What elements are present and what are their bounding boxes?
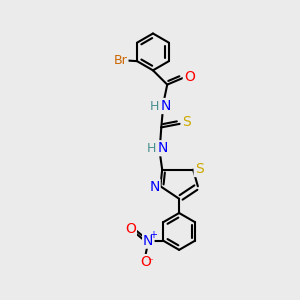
Text: +: +: [149, 230, 157, 240]
Text: N: N: [149, 180, 160, 194]
Text: O: O: [184, 70, 195, 84]
Text: ⁻: ⁻: [148, 257, 154, 267]
Text: N: N: [158, 141, 168, 155]
Text: S: S: [195, 162, 203, 176]
Text: N: N: [160, 99, 171, 113]
Text: N: N: [143, 234, 154, 248]
Text: H: H: [150, 100, 159, 112]
Text: O: O: [140, 255, 151, 269]
Text: H: H: [147, 142, 156, 155]
Text: S: S: [182, 116, 190, 129]
Text: O: O: [125, 222, 136, 236]
Text: Br: Br: [114, 54, 128, 67]
